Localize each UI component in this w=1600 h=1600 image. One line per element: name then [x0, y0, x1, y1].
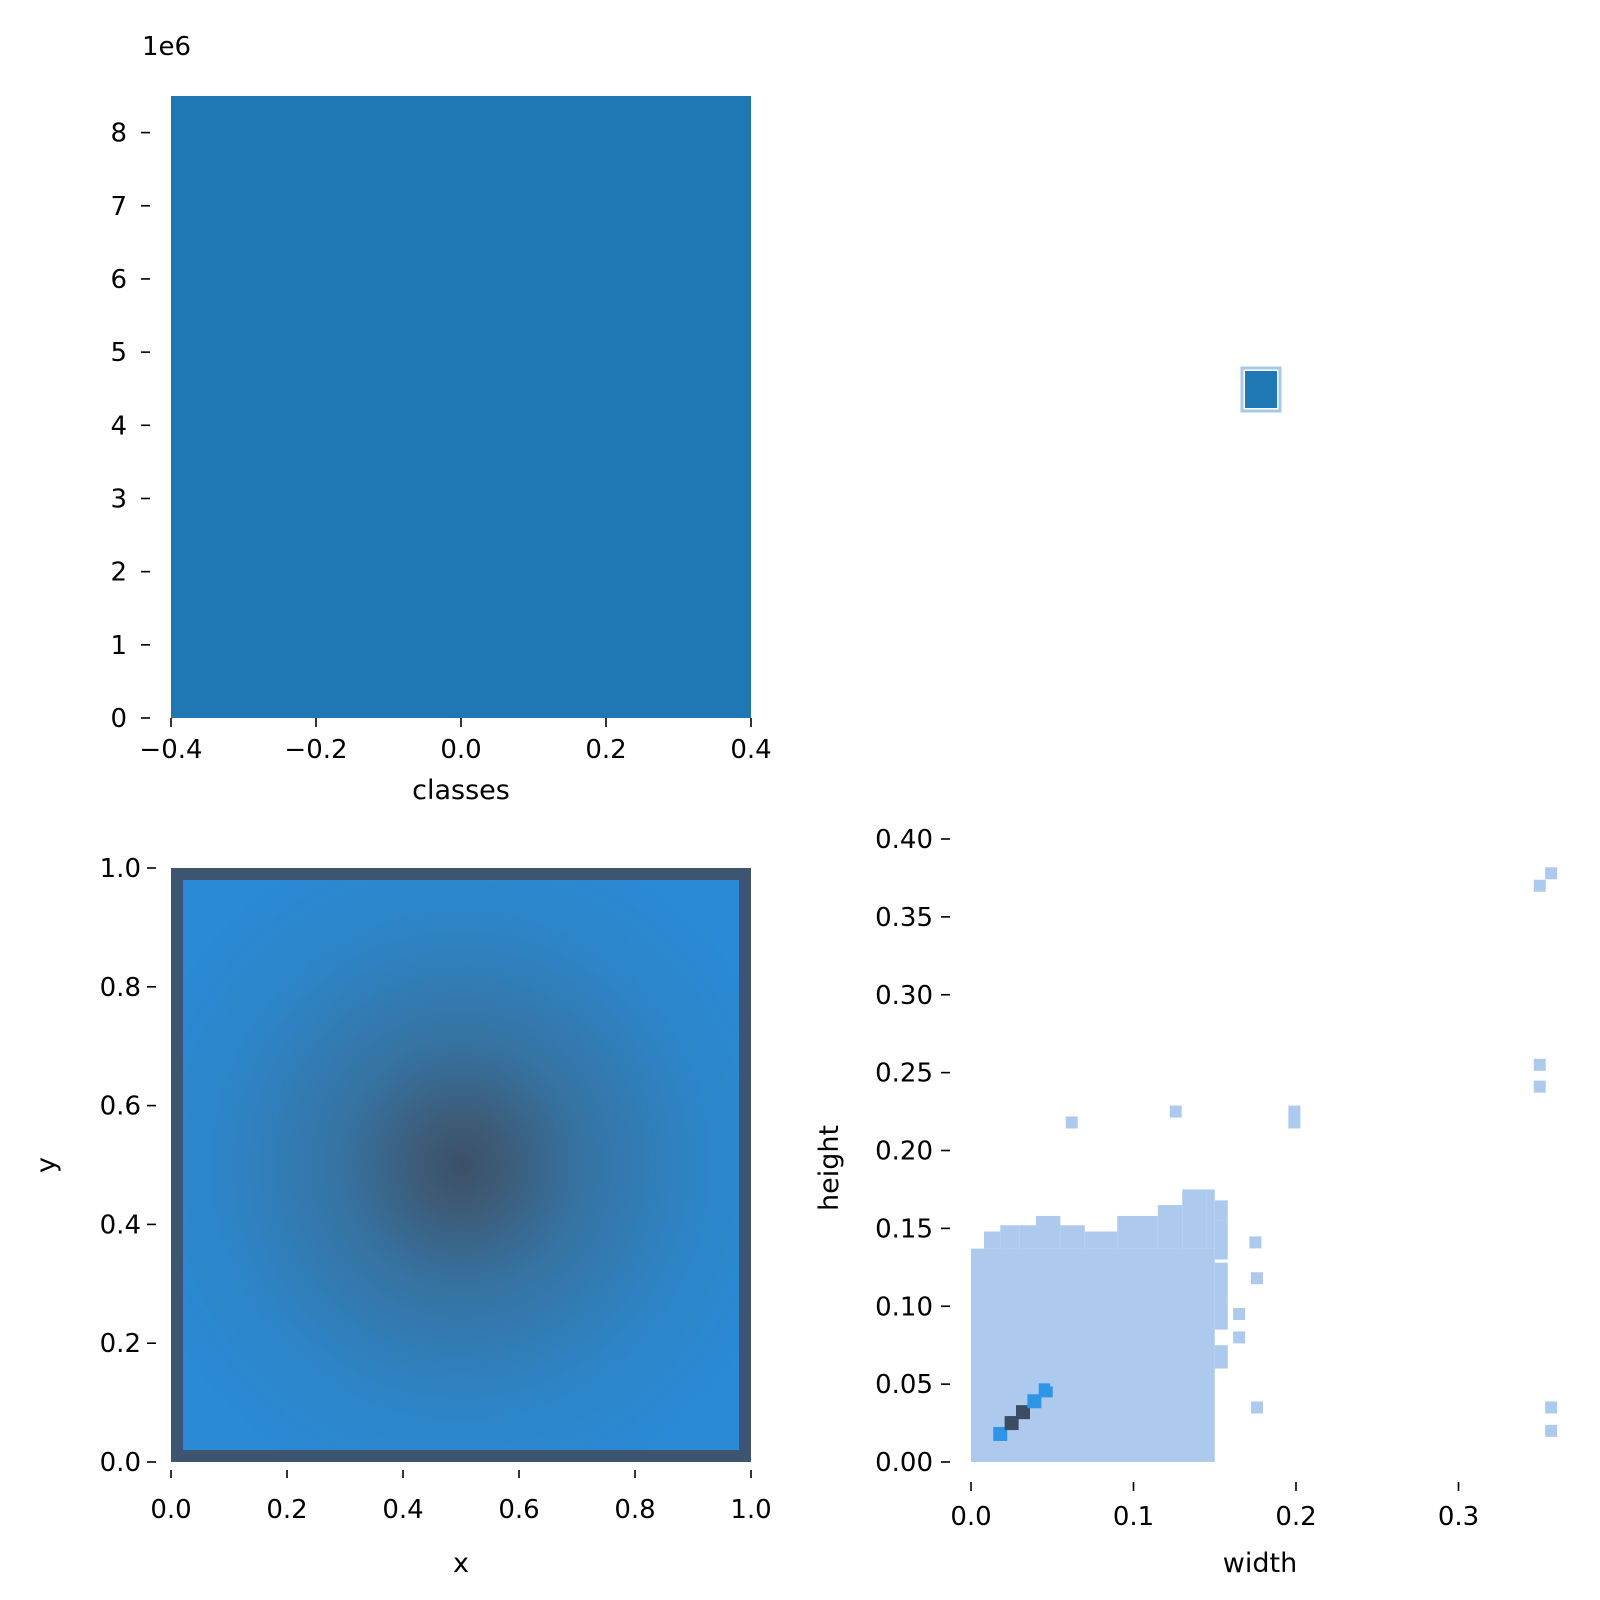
- y-tick-label: 6: [110, 265, 127, 295]
- hist-cell: [1214, 1200, 1228, 1221]
- x-tick-label: 1.0: [730, 1495, 771, 1525]
- y-tick-label: 0.15: [875, 1214, 933, 1244]
- hist-cell: [1084, 1231, 1118, 1249]
- hist-cell: [1214, 1262, 1228, 1299]
- y-tick-label: 1.0: [100, 854, 141, 884]
- hist-peak-cell: [993, 1426, 1008, 1441]
- x-axis-label-x: x: [453, 1548, 469, 1579]
- hist-cell: [1214, 1298, 1228, 1330]
- hist-cell: [1206, 1189, 1215, 1249]
- hist-cell: [1214, 1220, 1228, 1260]
- hist-outlier-cell: [1251, 1272, 1263, 1285]
- hist-cell: [1117, 1215, 1158, 1249]
- x-tick-label: 0.8: [614, 1495, 655, 1525]
- hist-outlier-cell: [1533, 1080, 1546, 1093]
- y-tick-label: 3: [110, 484, 127, 514]
- y-tick-label: 1: [110, 631, 127, 661]
- hist-outlier-cell: [1169, 1105, 1182, 1118]
- x-tick-label: 0.2: [266, 1495, 307, 1525]
- y-tick-label: 0.00: [875, 1448, 933, 1478]
- y-tick-label: 8: [110, 119, 127, 149]
- panel-top-right: [1240, 366, 1282, 413]
- hist-outlier-cell: [1065, 1116, 1078, 1129]
- hist-outlier-cell: [1288, 1105, 1301, 1118]
- y-tick-label: 0.0: [100, 1448, 141, 1478]
- x-tick-label: 0.4: [730, 735, 771, 765]
- hist-cell: [1036, 1215, 1061, 1249]
- hist-outlier-cell: [1545, 867, 1558, 880]
- y-tick-label: 0.20: [875, 1137, 933, 1167]
- x-tick-label: 0.3: [1438, 1502, 1479, 1532]
- xy-heatmap-density: [183, 880, 739, 1450]
- hist-outlier-cell: [1545, 1424, 1558, 1437]
- y-tick-label: 0.30: [875, 981, 933, 1011]
- y-tick-label: 5: [110, 338, 127, 368]
- y-tick-label: 0: [110, 704, 127, 734]
- hist-cell: [1060, 1225, 1085, 1249]
- y-tick-label: 4: [110, 411, 127, 441]
- x-tick-label: −0.2: [284, 735, 347, 765]
- hist-peak-cell: [1004, 1416, 1019, 1431]
- hist-peak-cell: [1050, 1372, 1065, 1387]
- y-tick-label: 7: [110, 192, 127, 222]
- x-tick-label: 0.0: [950, 1502, 991, 1532]
- y-tick-label: 0.6: [100, 1092, 141, 1122]
- scatter-marker: [1245, 371, 1277, 408]
- y-tick-label: 0.4: [100, 1210, 141, 1240]
- hist-cell: [1182, 1189, 1207, 1249]
- hist-cell: [984, 1231, 1001, 1249]
- hist-cell: [1019, 1225, 1036, 1249]
- x-tick-label: 0.6: [498, 1495, 539, 1525]
- y-tick-label: 0.40: [875, 825, 933, 855]
- y-tick-label: 0.8: [100, 973, 141, 1003]
- x-tick-label: 0.4: [382, 1495, 423, 1525]
- hist-outlier-cell: [1233, 1331, 1246, 1344]
- hist-cell: [1157, 1205, 1183, 1249]
- hist-outlier-cell: [1233, 1308, 1246, 1321]
- y-tick-label: 2: [110, 558, 127, 588]
- hist-peak-cell: [1027, 1394, 1042, 1409]
- panel-classes-bar: 1e6 classes −0.4 −0.2 0.0 0.2 0.4 0 1 2 3 4 5 6 7 8: [110, 32, 771, 806]
- offset-text: 1e6: [142, 32, 191, 62]
- hist-peak-cell: [1016, 1405, 1030, 1420]
- hist-outlier-cell: [1288, 1116, 1301, 1129]
- hist-cell: [1000, 1225, 1020, 1249]
- hist-outlier-cell: [1533, 879, 1546, 892]
- x-tick-label: 0.1: [1113, 1502, 1154, 1532]
- scatter-marker-halo: [1240, 366, 1282, 413]
- x-axis-label-width: width: [1223, 1548, 1297, 1579]
- x-axis-label-classes: classes: [412, 775, 510, 806]
- hist-outlier-cell: [1251, 1401, 1263, 1414]
- hist-outlier-cell: [1249, 1236, 1262, 1249]
- hist-cell: [1214, 1345, 1228, 1369]
- y-tick-label: 0.05: [875, 1370, 933, 1400]
- hist-outlier-cell: [1533, 1058, 1546, 1071]
- hist-peak-cell: [1038, 1383, 1053, 1398]
- x-tick-label: 0.0: [150, 1495, 191, 1525]
- x-tick-label: 0.0: [440, 735, 481, 765]
- y-axis-label-height: height: [814, 1125, 845, 1211]
- y-axis-label-y: y: [31, 1157, 62, 1173]
- y-tick-label: 0.2: [100, 1329, 141, 1359]
- panel-xy-heatmap: x y 0.0 0.2 0.4 0.6 0.8 1.0 0.0 0.2 0.4 0.6 0.8 1.0: [31, 854, 772, 1579]
- y-tick-label: 0.25: [875, 1059, 933, 1089]
- y-tick-label: 0.10: [875, 1292, 933, 1322]
- panel-width-height-heatmap: width height 0.0 0.1 0.2 0.3 0.00 0.05 0.10 0.1…: [814, 825, 1558, 1579]
- y-tick-label: 0.35: [875, 903, 933, 933]
- x-tick-label: 0.2: [585, 735, 626, 765]
- x-tick-label: −0.4: [139, 735, 202, 765]
- hist-outlier-cell: [1545, 1401, 1558, 1414]
- x-tick-label: 0.2: [1275, 1502, 1316, 1532]
- bar-class-0: [171, 96, 751, 718]
